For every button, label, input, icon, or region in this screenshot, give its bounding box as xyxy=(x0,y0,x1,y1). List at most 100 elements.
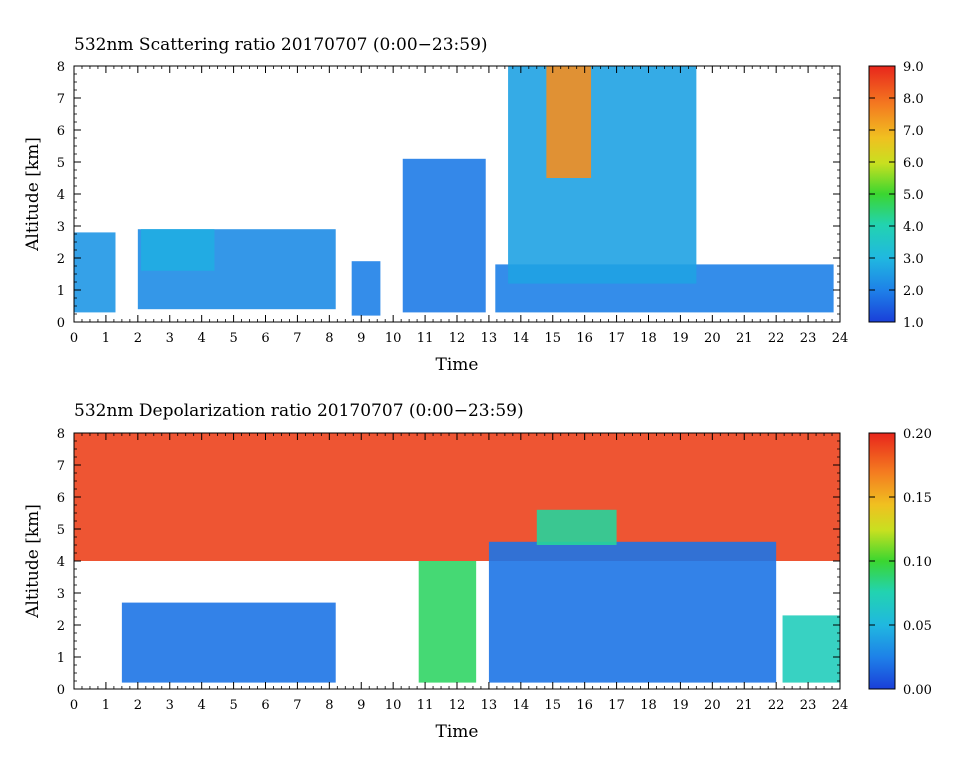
y-tick-label: 0 xyxy=(57,683,65,698)
scattering-ratio-heatmap xyxy=(74,66,834,316)
depolarization-ratio-panel: 532nm Depolarization ratio 20170707 (0:0… xyxy=(23,401,932,742)
colorbar-tick-label: 7.0 xyxy=(903,124,924,139)
x-tick-label: 9 xyxy=(357,698,365,713)
x-tick-label: 12 xyxy=(449,698,466,713)
x-tick-label: 4 xyxy=(198,698,206,713)
colorbar-tick-label: 9.0 xyxy=(903,60,924,75)
y-tick-label: 8 xyxy=(57,427,65,442)
x-tick-label: 14 xyxy=(513,331,530,346)
colorbar-tick-label: 1.0 xyxy=(903,316,924,331)
data-region xyxy=(418,561,477,683)
x-tick-label: 14 xyxy=(513,698,530,713)
x-tick-label: 1 xyxy=(102,698,110,713)
y-tick-label: 1 xyxy=(57,284,65,299)
x-tick-label: 0 xyxy=(70,698,78,713)
x-tick-label: 15 xyxy=(544,698,561,713)
x-tick-label: 23 xyxy=(800,698,817,713)
colorbar-tick-label: 0.00 xyxy=(903,683,932,698)
y-tick-label: 4 xyxy=(57,188,65,203)
panel1-y-axis: 0 1 2 3 4 5 6 7 8 xyxy=(57,60,840,331)
colorbar-tick-label: 6.0 xyxy=(903,156,924,171)
x-tick-label: 11 xyxy=(417,698,434,713)
scattering-ratio-panel: 532nm Scattering ratio 20170707 (0:00−23… xyxy=(23,35,924,375)
colorbar-tick-label: 2.0 xyxy=(903,284,924,299)
x-tick-label: 13 xyxy=(481,331,498,346)
x-tick-label: 17 xyxy=(608,331,625,346)
panel2-x-axis: 0 1 2 3 4 5 6 7 8 9 10 11 12 13 14 15 16 17 18 19 20 21 22 23 24 xyxy=(70,433,848,713)
x-tick-label: 21 xyxy=(736,331,753,346)
x-tick-label: 2 xyxy=(134,331,142,346)
x-tick-label: 2 xyxy=(134,698,142,713)
x-tick-label: 13 xyxy=(481,698,498,713)
data-region xyxy=(74,232,116,313)
x-tick-label: 20 xyxy=(704,698,721,713)
y-tick-label: 2 xyxy=(57,619,65,634)
y-tick-label: 3 xyxy=(57,587,65,602)
x-tick-label: 9 xyxy=(357,331,365,346)
panel1-x-label: Time xyxy=(436,355,479,375)
colorbar-tick-label: 4.0 xyxy=(903,220,924,235)
panel2-title: 532nm Depolarization ratio 20170707 (0:0… xyxy=(74,401,524,421)
x-tick-label: 19 xyxy=(672,698,689,713)
x-tick-label: 24 xyxy=(832,331,849,346)
x-tick-label: 23 xyxy=(800,331,817,346)
y-tick-label: 5 xyxy=(57,156,65,171)
x-tick-label: 3 xyxy=(166,698,174,713)
y-tick-label: 6 xyxy=(57,491,65,506)
panel1-colorbar: 1.0 2.0 3.0 4.0 5.0 6.0 7.0 8.0 9.0 xyxy=(868,60,924,331)
x-tick-label: 0 xyxy=(70,331,78,346)
x-tick-label: 5 xyxy=(229,698,237,713)
y-tick-label: 7 xyxy=(57,92,65,107)
x-tick-label: 7 xyxy=(293,698,301,713)
colorbar-tick-label: 8.0 xyxy=(903,92,924,107)
panel1-y-label: Altitude [km] xyxy=(23,137,43,252)
panel2-y-axis: 0 1 2 3 4 5 6 7 8 xyxy=(57,427,840,698)
x-tick-label: 7 xyxy=(293,331,301,346)
y-tick-label: 4 xyxy=(57,555,65,570)
x-tick-label: 24 xyxy=(832,698,849,713)
x-tick-label: 15 xyxy=(544,331,561,346)
y-tick-label: 7 xyxy=(57,459,65,474)
colorbar-tick-label: 0.05 xyxy=(903,619,932,634)
x-tick-label: 8 xyxy=(325,698,333,713)
x-tick-label: 10 xyxy=(385,331,402,346)
x-tick-label: 22 xyxy=(768,698,785,713)
depolarization-ratio-heatmap xyxy=(74,433,840,683)
data-region xyxy=(141,229,215,271)
y-tick-label: 8 xyxy=(57,60,65,75)
panel1-x-axis: 0 1 2 3 4 5 6 7 8 9 10 11 12 13 14 15 16 17 18 19 20 21 22 23 24 xyxy=(70,66,848,346)
y-tick-label: 6 xyxy=(57,124,65,139)
x-tick-label: 18 xyxy=(640,331,657,346)
colorbar-tick-label: 0.15 xyxy=(903,491,932,506)
y-tick-label: 3 xyxy=(57,220,65,235)
x-tick-label: 22 xyxy=(768,331,785,346)
x-tick-label: 1 xyxy=(102,331,110,346)
data-region xyxy=(546,66,592,178)
data-region xyxy=(351,261,381,316)
x-tick-label: 16 xyxy=(576,331,593,346)
colorbar-tick-label: 0.20 xyxy=(903,427,932,442)
x-tick-label: 11 xyxy=(417,331,434,346)
x-tick-label: 10 xyxy=(385,698,402,713)
panel1-title: 532nm Scattering ratio 20170707 (0:00−23… xyxy=(74,35,488,55)
x-tick-label: 20 xyxy=(704,331,721,346)
x-tick-label: 6 xyxy=(261,331,269,346)
x-tick-label: 4 xyxy=(198,331,206,346)
x-tick-label: 21 xyxy=(736,698,753,713)
data-region xyxy=(488,541,777,683)
data-region xyxy=(121,602,336,683)
x-tick-label: 3 xyxy=(166,331,174,346)
colorbar-tick-label: 3.0 xyxy=(903,252,924,267)
colorbar-tick-label: 0.10 xyxy=(903,555,932,570)
data-region xyxy=(536,509,617,545)
data-region xyxy=(782,615,840,683)
panel2-colorbar: 0.00 0.05 0.10 0.15 0.20 xyxy=(868,427,932,698)
y-tick-label: 1 xyxy=(57,651,65,666)
data-region xyxy=(402,158,486,313)
colorbar-tick-label: 5.0 xyxy=(903,188,924,203)
y-tick-label: 5 xyxy=(57,523,65,538)
x-tick-label: 16 xyxy=(576,698,593,713)
panel2-x-label: Time xyxy=(436,722,479,742)
y-tick-label: 2 xyxy=(57,252,65,267)
